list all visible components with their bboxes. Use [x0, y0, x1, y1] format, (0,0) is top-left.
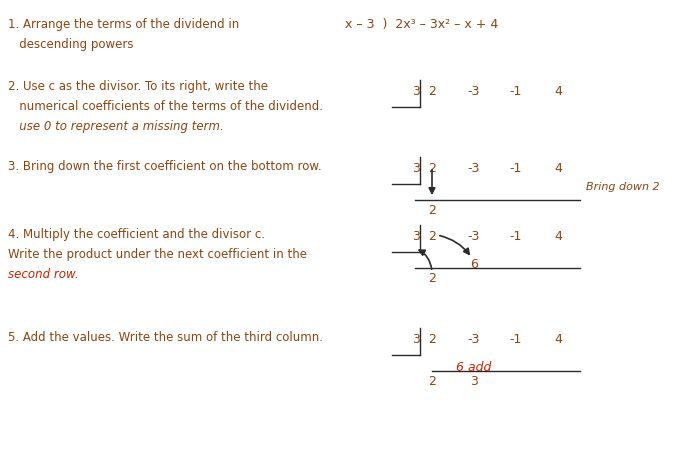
Text: 3: 3: [412, 85, 420, 98]
Text: 3. Bring down the first coefficient on the bottom row.: 3. Bring down the first coefficient on t…: [8, 160, 322, 173]
Text: 4: 4: [554, 162, 562, 175]
Text: -1: -1: [510, 230, 523, 243]
Text: -3: -3: [468, 230, 480, 243]
Text: 6 add: 6 add: [456, 361, 492, 374]
Text: numerical coefficients of the terms of the dividend.: numerical coefficients of the terms of t…: [8, 100, 323, 113]
Text: -3: -3: [468, 85, 480, 98]
Text: -1: -1: [510, 85, 523, 98]
Text: 3: 3: [470, 375, 478, 388]
Text: -1: -1: [510, 333, 523, 346]
Text: 5. Add the values. Write the sum of the third column.: 5. Add the values. Write the sum of the …: [8, 331, 323, 344]
Text: 2: 2: [428, 204, 436, 217]
Text: 4. Multiply the coefficient and the divisor c.: 4. Multiply the coefficient and the divi…: [8, 228, 265, 241]
Text: 2: 2: [428, 85, 436, 98]
Text: x – 3  )  2x³ – 3x² – x + 4: x – 3 ) 2x³ – 3x² – x + 4: [345, 18, 498, 31]
Text: 3: 3: [412, 333, 420, 346]
Text: 2: 2: [428, 162, 436, 175]
Text: use 0 to represent a missing term.: use 0 to represent a missing term.: [8, 120, 224, 133]
Text: 1. Arrange the terms of the dividend in: 1. Arrange the terms of the dividend in: [8, 18, 239, 31]
Text: -1: -1: [510, 162, 523, 175]
Text: second row.: second row.: [8, 268, 78, 281]
Text: 3: 3: [412, 162, 420, 175]
Text: 2: 2: [428, 230, 436, 243]
Text: 2: 2: [428, 333, 436, 346]
Text: 3: 3: [412, 230, 420, 243]
Text: -3: -3: [468, 333, 480, 346]
Text: -3: -3: [468, 162, 480, 175]
Text: descending powers: descending powers: [8, 38, 134, 51]
Text: 2. Use c as the divisor. To its right, write the: 2. Use c as the divisor. To its right, w…: [8, 80, 268, 93]
Text: 4: 4: [554, 333, 562, 346]
Text: 4: 4: [554, 230, 562, 243]
Text: 4: 4: [554, 85, 562, 98]
Text: 2: 2: [428, 375, 436, 388]
Text: 2: 2: [428, 272, 436, 285]
Text: Write the product under the next coefficient in the: Write the product under the next coeffic…: [8, 248, 307, 261]
Text: Bring down 2: Bring down 2: [586, 182, 660, 192]
Text: 6: 6: [470, 258, 478, 271]
